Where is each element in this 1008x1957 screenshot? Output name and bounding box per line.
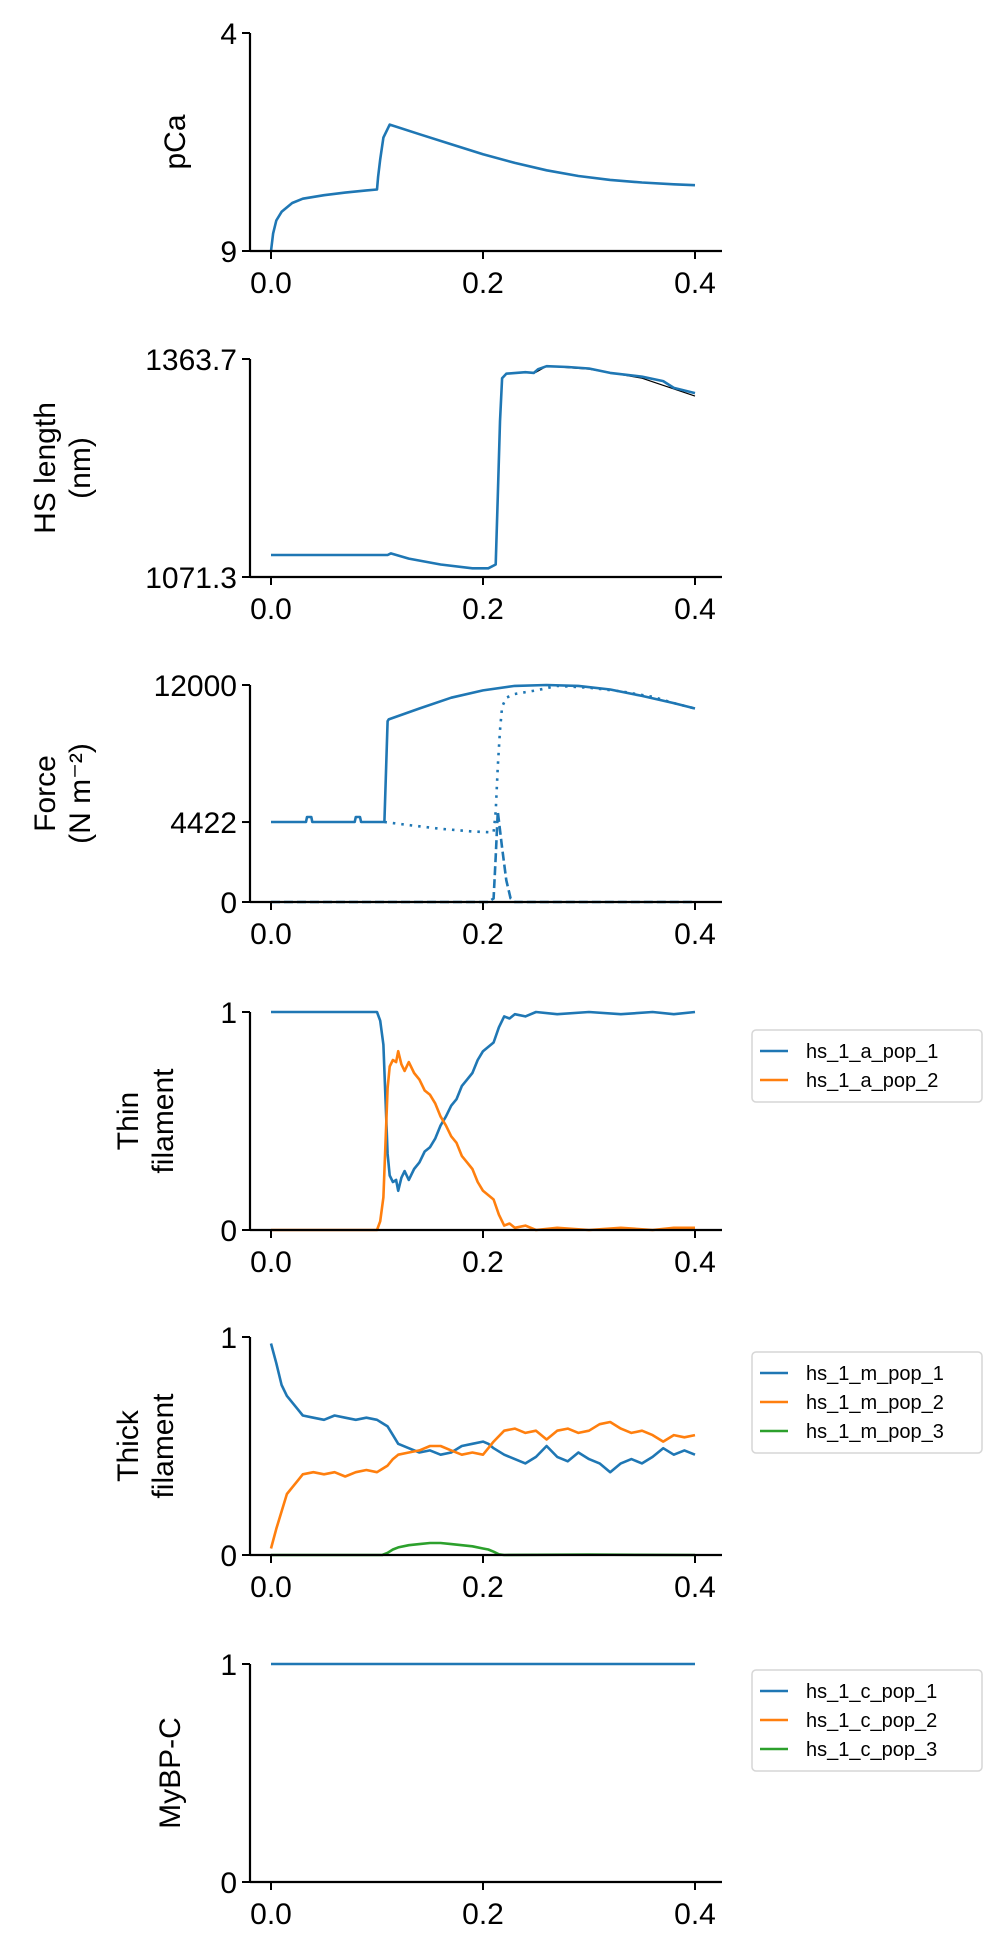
y-axis-label: HS length xyxy=(29,402,62,534)
legend-box xyxy=(751,1669,983,1772)
legend-entry: hs_1_c_pop_1 xyxy=(806,1681,937,1703)
legend-entry: hs_1_a_pop_2 xyxy=(806,1070,938,1092)
y-axis-label: (nm) xyxy=(64,437,97,499)
series-line-hs_1_a_pop_1 xyxy=(271,1010,696,1193)
series-line-passive_force xyxy=(271,810,695,904)
legend-entry: hs_1_m_pop_3 xyxy=(806,1421,944,1443)
y-axis-label: filament xyxy=(147,1068,180,1174)
x-tick-label: 0.0 xyxy=(250,1246,292,1279)
y-axis-label: (N m⁻²) xyxy=(64,743,97,844)
x-tick-label: 0.2 xyxy=(462,1898,504,1931)
panel-pca: 4 9 0.0 0.2 0.4 pCa xyxy=(159,18,722,300)
x-tick-label: 0.2 xyxy=(462,593,504,626)
thick-filament-series xyxy=(269,1343,696,1557)
y-axis-label: Thin xyxy=(112,1092,145,1150)
y-tick-label: 0 xyxy=(220,1215,237,1248)
x-tick-label: 0.4 xyxy=(674,267,716,300)
x-tick-label: 0.2 xyxy=(462,918,504,951)
series-line-pCa xyxy=(269,123,696,252)
y-tick-label: 0 xyxy=(220,1867,237,1900)
thick-filament-legend: hs_1_m_pop_1 hs_1_m_pop_2 hs_1_m_pop_3 xyxy=(751,1351,983,1454)
y-axis-label: MyBP-C xyxy=(154,1717,187,1829)
x-tick-label: 0.2 xyxy=(462,267,504,300)
y-tick-label: 4422 xyxy=(170,807,237,840)
legend-entry: hs_1_c_pop_3 xyxy=(806,1739,937,1761)
y-tick-label: 1 xyxy=(220,1649,237,1682)
x-tick-label: 0.0 xyxy=(250,918,292,951)
y-tick-label: 4 xyxy=(220,18,237,51)
x-tick-label: 0.2 xyxy=(462,1246,504,1279)
pca-series xyxy=(269,123,696,252)
series-line-hs_length xyxy=(271,364,696,570)
legend-box xyxy=(751,1029,983,1103)
panel-mybp-c: 010.0 0.2 0.4MyBP-Chs_1_c_pop_1hs_1_c_pop_… xyxy=(154,1649,983,1931)
legend-box xyxy=(751,1351,983,1454)
panel-force: 0 4422 12000 0.0 0.2 0.4 Force (N m⁻²) xyxy=(29,670,722,951)
y-tick-label: 0 xyxy=(220,887,237,920)
x-tick-label: 0.4 xyxy=(674,1898,716,1931)
thin-filament-series xyxy=(271,1010,696,1232)
force-series xyxy=(271,683,696,904)
series-line-hs_1_a_pop_2 xyxy=(271,1049,695,1232)
legend-entry: hs_1_c_pop_2 xyxy=(806,1710,937,1732)
thin-filament-legend: hs_1_a_pop_1 hs_1_a_pop_2 xyxy=(751,1029,983,1103)
y-tick-label: 0 xyxy=(220,1540,237,1573)
series-line-hs_1_m_pop_2 xyxy=(269,1420,696,1549)
y-tick-label: 1363.7 xyxy=(145,344,237,377)
y-tick-label: 1071.3 xyxy=(145,562,237,595)
x-tick-label: 0.0 xyxy=(250,593,292,626)
y-axis-label: pCa xyxy=(159,114,192,169)
x-tick-label: 0.0 xyxy=(250,267,292,300)
legend-entry: hs_1_m_pop_1 xyxy=(806,1363,944,1385)
y-tick-label: 12000 xyxy=(154,670,237,703)
hs-length-series xyxy=(271,364,696,570)
x-tick-label: 0.4 xyxy=(674,1571,716,1604)
x-tick-label: 0.0 xyxy=(250,1898,292,1931)
x-tick-label: 0.2 xyxy=(462,1571,504,1604)
y-tick-label: 1 xyxy=(220,997,237,1030)
series-line-hs_1_m_pop_1 xyxy=(269,1343,696,1474)
series-line-hs_length_command xyxy=(271,365,696,569)
x-tick-label: 0.4 xyxy=(674,1246,716,1279)
x-tick-label: 0.4 xyxy=(674,593,716,626)
series-line-total_force xyxy=(271,683,696,824)
series-line-hs_1_m_pop_3 xyxy=(271,1541,696,1557)
x-tick-label: 0.4 xyxy=(674,918,716,951)
series-line-active_force xyxy=(384,684,696,834)
y-axis-label: Thick xyxy=(112,1409,145,1482)
x-tick-label: 0.0 xyxy=(250,1571,292,1604)
legend-entry: hs_1_m_pop_2 xyxy=(806,1392,944,1414)
panel-hs-length: 1071.3 1363.7 0.0 0.2 0.4 HS length (nm) xyxy=(29,344,722,626)
y-axis-label: filament xyxy=(147,1393,180,1499)
y-tick-label: 9 xyxy=(220,236,237,269)
y-axis-label: Force xyxy=(29,755,62,832)
legend-entry: hs_1_a_pop_1 xyxy=(806,1041,938,1063)
mybp-c-legend: hs_1_c_pop_1 hs_1_c_pop_2 hs_1_c_pop_3 xyxy=(751,1669,983,1772)
y-tick-label: 1 xyxy=(220,1322,237,1355)
